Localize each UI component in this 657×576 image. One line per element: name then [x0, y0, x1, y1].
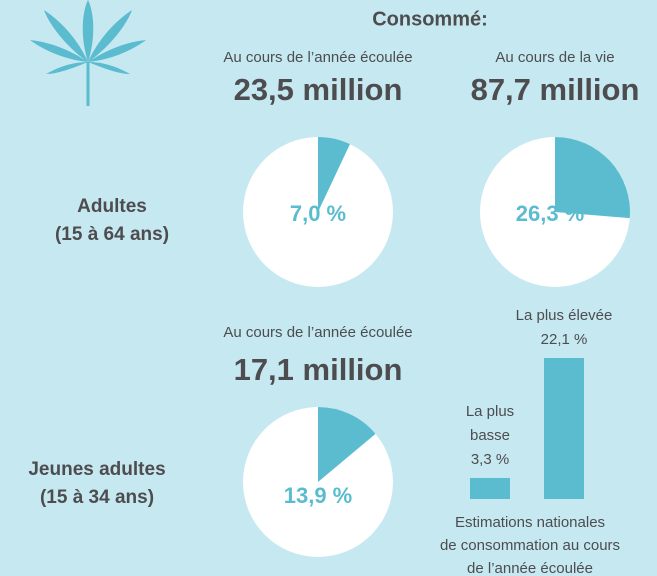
cannabis-leaf-icon	[30, 0, 146, 106]
group-label: Adultes	[77, 196, 147, 217]
pie-caption: Au cours de l’année écoulée	[223, 49, 412, 66]
bar-caption: Estimations nationales	[455, 514, 605, 531]
pie-slice	[318, 407, 376, 482]
pie-caption: Au cours de la vie	[495, 49, 614, 66]
bar-value-label: 3,3 %	[471, 451, 509, 468]
pie-caption: Au cours de l’année écoulée	[223, 324, 412, 341]
total-count: 87,7 million	[471, 72, 640, 107]
bar-caption: de l’année écoulée	[467, 560, 593, 576]
pie-slice	[555, 137, 630, 219]
bar-value-label: 22,1 %	[541, 331, 588, 348]
group-label: Jeunes adultes	[28, 459, 165, 480]
bar-caption: de consommation au cours	[440, 537, 620, 554]
pie-slice	[318, 137, 350, 212]
heading: Consommé:	[372, 8, 488, 30]
pie-value-label: 26,3 %	[516, 201, 585, 226]
bar	[544, 358, 584, 499]
group-label: (15 à 64 ans)	[55, 224, 169, 245]
bar	[470, 477, 510, 499]
pie-value-label: 7,0 %	[290, 201, 346, 226]
bar-category-label: La plus	[466, 403, 514, 420]
total-count: 17,1 million	[234, 352, 403, 387]
bar-category-label: basse	[470, 427, 510, 444]
bar-category-label: La plus élevée	[516, 307, 613, 324]
group-label: (15 à 34 ans)	[40, 487, 154, 508]
pie-value-label: 13,9 %	[284, 483, 353, 508]
total-count: 23,5 million	[234, 72, 403, 107]
